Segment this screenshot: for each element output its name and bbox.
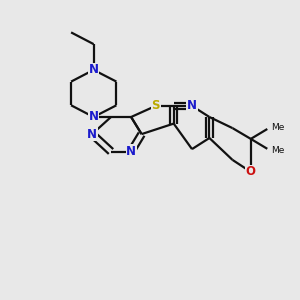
Text: N: N <box>126 145 136 158</box>
Text: O: O <box>246 165 256 178</box>
Text: N: N <box>87 128 97 141</box>
Text: N: N <box>187 99 197 112</box>
Text: Me: Me <box>271 146 284 155</box>
Text: S: S <box>152 99 160 112</box>
Text: Me: Me <box>271 123 284 132</box>
Text: N: N <box>88 63 99 76</box>
Text: N: N <box>88 110 99 124</box>
